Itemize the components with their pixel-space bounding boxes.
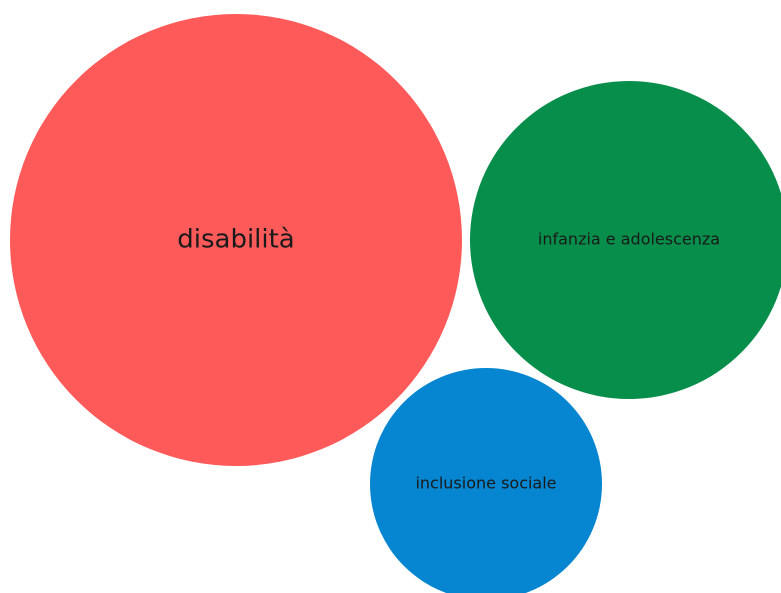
bubble-infanzia-e-adolescenza-label: infanzia e adolescenza bbox=[538, 230, 720, 249]
bubble-inclusione-sociale[interactable]: inclusione sociale bbox=[370, 368, 602, 593]
bubble-inclusione-sociale-label: inclusione sociale bbox=[415, 474, 556, 493]
bubble-infanzia-e-adolescenza-circle[interactable] bbox=[470, 81, 781, 399]
bubble-disabilita-circle[interactable] bbox=[10, 14, 462, 466]
bubble-inclusione-sociale-circle[interactable] bbox=[370, 368, 602, 593]
bubble-infanzia-e-adolescenza[interactable]: infanzia e adolescenza bbox=[470, 81, 781, 399]
bubble-disabilita-label: disabilità bbox=[177, 225, 295, 255]
bubble-disabilita[interactable]: disabilità bbox=[10, 14, 462, 466]
